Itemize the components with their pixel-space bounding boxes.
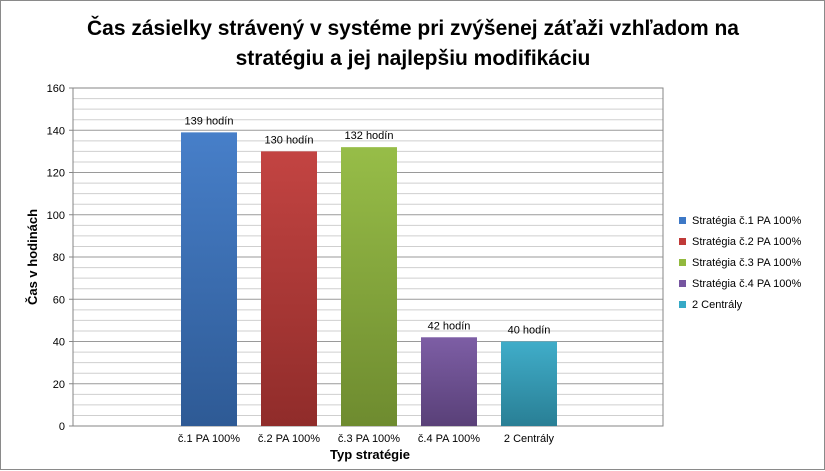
- y-tick-label: 120: [47, 168, 65, 180]
- x-tick-label: 2 Centrály: [504, 433, 555, 445]
- y-axis-title: Čas v hodinách: [25, 209, 40, 305]
- legend-entry: Stratégia č.3 PA 100%: [692, 257, 801, 269]
- bar-data-label: 130 hodín: [265, 134, 314, 146]
- x-tick-label: č.2 PA 100%: [258, 433, 320, 445]
- legend-entry: Stratégia č.4 PA 100%: [692, 278, 801, 290]
- legend-entry: 2 Centrály: [692, 299, 743, 311]
- legend: Stratégia č.1 PA 100% Stratégia č.2 PA 10…: [679, 215, 801, 311]
- bar-data-label: 132 hodín: [345, 130, 394, 142]
- y-tick-label: 80: [53, 252, 65, 264]
- y-tick-label: 0: [59, 421, 65, 433]
- legend-entry: Stratégia č.1 PA 100%: [692, 215, 801, 227]
- y-tick-label: 60: [53, 294, 65, 306]
- y-tick-label: 140: [47, 125, 65, 137]
- bars: 139 hodín 130 hodín 132 hodín 42 hodín 40 ho…: [181, 115, 557, 427]
- x-axis-ticks: č.1 PA 100% č.2 PA 100% č.3 PA 100% č.4 PA …: [178, 433, 555, 445]
- legend-swatch: [679, 238, 686, 245]
- y-tick-label: 100: [47, 210, 65, 222]
- legend-swatch: [679, 301, 686, 308]
- x-tick-label: č.1 PA 100%: [178, 433, 240, 445]
- y-axis-ticks: 0 20 40 60 80 100 120 140 160: [47, 83, 73, 433]
- x-tick-label: č.3 PA 100%: [338, 433, 400, 445]
- bar-data-label: 40 hodín: [508, 325, 551, 337]
- bar: [421, 337, 477, 426]
- chart-title-line-2: stratégiu a jej najlepšiu modifikáciu: [236, 47, 591, 70]
- x-axis-title: Typ stratégie: [330, 447, 410, 462]
- legend-entry: Stratégia č.2 PA 100%: [692, 236, 801, 248]
- bar-data-label: 139 hodín: [185, 115, 234, 127]
- legend-swatch: [679, 280, 686, 287]
- bar: [341, 147, 397, 426]
- x-tick-label: č.4 PA 100%: [418, 433, 480, 445]
- y-tick-label: 40: [53, 337, 65, 349]
- y-tick-label: 20: [53, 379, 65, 391]
- chart-title-line-1: Čas zásielky strávený v systéme pri zvýš…: [87, 16, 739, 40]
- bar: [501, 341, 557, 426]
- bar: [181, 132, 237, 427]
- bar-data-label: 42 hodín: [428, 320, 471, 332]
- bar: [261, 151, 317, 426]
- y-tick-label: 160: [47, 83, 65, 95]
- legend-swatch: [679, 259, 686, 266]
- legend-swatch: [679, 217, 686, 224]
